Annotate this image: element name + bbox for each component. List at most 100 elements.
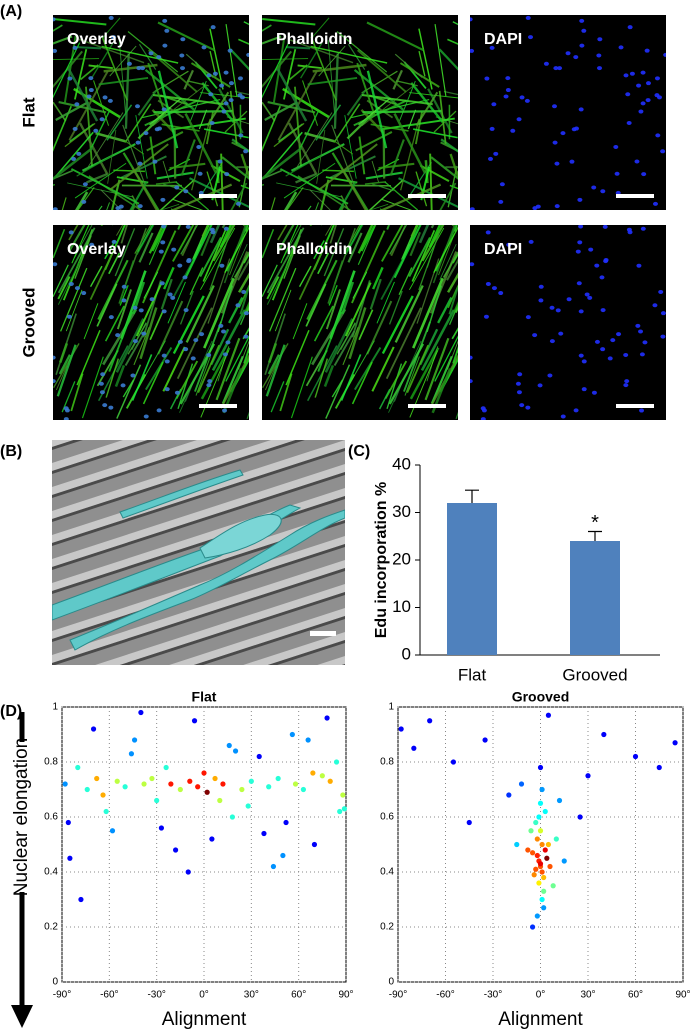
plot-frame <box>61 706 347 983</box>
point <box>212 775 218 782</box>
point <box>229 814 235 820</box>
x-axis-label: Alignment <box>498 1009 583 1030</box>
x-tick-label: -60° <box>100 990 118 1001</box>
y-tick-label: 40 <box>392 454 411 473</box>
point <box>90 726 97 732</box>
point <box>62 781 68 787</box>
y-tick-label: 0.2 <box>44 922 58 933</box>
y-tick-label: 0.6 <box>44 812 58 823</box>
point <box>103 808 109 815</box>
point <box>261 830 267 837</box>
x-tick-label: -60° <box>436 990 454 1001</box>
point <box>528 828 534 834</box>
point <box>94 775 100 782</box>
point <box>173 847 179 853</box>
x-tick-label: -90° <box>389 990 407 1001</box>
panel-label: (D) <box>0 703 22 720</box>
micrograph: DAPI <box>470 225 666 420</box>
y-tick-label: 0 <box>52 977 58 988</box>
x-tick-label: -30° <box>147 990 165 1001</box>
x-tick-label: Grooved <box>562 665 627 684</box>
point <box>114 778 120 784</box>
x-tick-label: 30° <box>580 990 595 1001</box>
point <box>398 726 404 732</box>
point <box>340 792 346 798</box>
arrow-head <box>11 1005 33 1028</box>
point <box>534 852 540 859</box>
point <box>270 863 277 870</box>
point <box>541 888 547 894</box>
point <box>506 792 512 798</box>
x-tick-label: 0° <box>199 990 209 1001</box>
point <box>541 874 547 881</box>
y-tick-label: 0.4 <box>380 867 394 878</box>
point <box>450 759 457 765</box>
point <box>245 803 251 809</box>
point <box>195 784 201 790</box>
point <box>556 797 563 804</box>
micrograph: Overlay <box>53 225 249 420</box>
point <box>539 841 545 848</box>
point <box>266 784 272 790</box>
point <box>305 737 311 743</box>
y-tick-label: 0.6 <box>380 812 394 823</box>
point <box>283 819 289 826</box>
x-tick-label: 30° <box>244 990 259 1001</box>
point <box>632 753 639 760</box>
point <box>539 869 545 875</box>
point <box>672 740 678 746</box>
point <box>585 773 591 779</box>
image-label: Overlay <box>67 31 126 48</box>
point <box>204 789 210 795</box>
point <box>534 836 540 842</box>
point <box>327 778 333 784</box>
point <box>542 808 548 815</box>
x-tick-label: 60° <box>628 990 643 1001</box>
chart-title: Grooved <box>512 689 570 705</box>
point <box>67 855 73 861</box>
point <box>518 781 525 787</box>
point <box>138 709 144 716</box>
point <box>533 819 539 826</box>
y-tick-label: 20 <box>392 549 411 568</box>
point <box>158 825 164 831</box>
point <box>78 896 84 903</box>
point <box>131 737 138 743</box>
point <box>280 852 286 859</box>
point <box>533 866 539 872</box>
point <box>536 880 542 886</box>
y-tick-label: 0.8 <box>380 757 394 768</box>
point <box>536 814 542 820</box>
y-tick-label: 0.8 <box>44 757 58 768</box>
point <box>482 737 488 743</box>
point <box>256 753 262 760</box>
point <box>292 781 299 787</box>
image-label: Phalloidin <box>276 241 352 258</box>
point <box>537 861 544 867</box>
point <box>300 786 306 793</box>
micrograph: Overlay <box>53 15 249 210</box>
bar <box>570 541 620 655</box>
x-tick-label: 90° <box>338 990 353 1001</box>
point <box>220 781 226 787</box>
point <box>333 759 340 765</box>
point <box>550 883 556 889</box>
error-bar <box>465 489 479 503</box>
point <box>545 712 552 718</box>
point <box>529 850 536 856</box>
y-axis-label: Edu incorporation % <box>373 482 390 638</box>
point <box>217 797 223 804</box>
point <box>544 855 550 861</box>
point <box>84 786 90 793</box>
row-label: Grooved <box>19 288 38 358</box>
point <box>537 764 544 771</box>
point <box>601 731 607 738</box>
x-tick-label: -90° <box>53 990 71 1001</box>
y-tick-label: 10 <box>392 597 411 616</box>
micrograph: Phalloidin <box>262 225 458 420</box>
row-label: Flat <box>19 97 38 128</box>
y-tick-label: 0 <box>402 644 411 663</box>
point <box>324 715 330 721</box>
point <box>319 773 325 779</box>
point <box>311 841 318 848</box>
